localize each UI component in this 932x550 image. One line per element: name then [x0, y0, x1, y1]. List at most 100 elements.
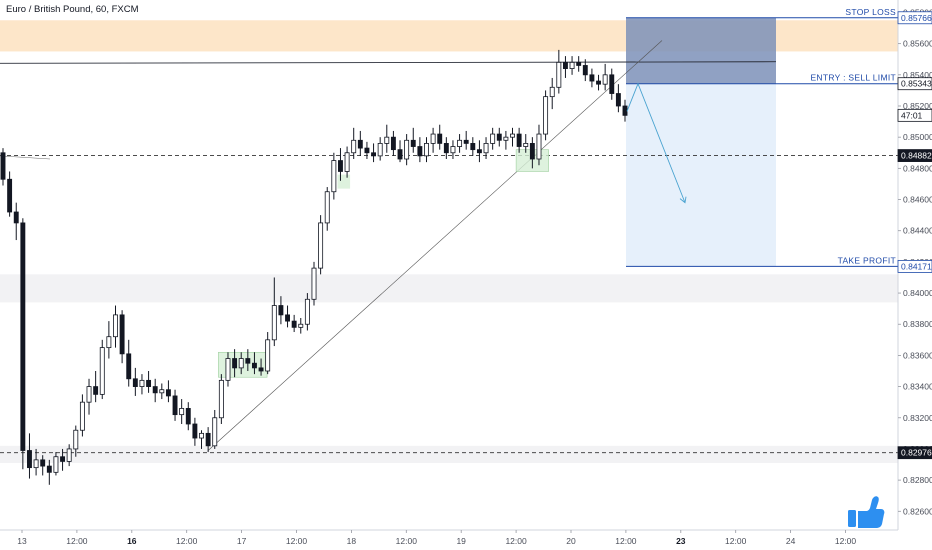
candle-bullish [318, 222, 324, 269]
time-axis[interactable]: 13 12:00 16 12:00 17 12:00 18 12:00 19 12:00 20 12:… [17, 530, 856, 546]
candle-bullish [218, 379, 224, 419]
candle-bearish [251, 362, 257, 369]
candle-bearish [232, 358, 238, 369]
price-tick-label: 0.83800 [903, 319, 932, 329]
time-tick-label: 16 [127, 536, 137, 546]
candle-bullish [53, 456, 59, 473]
candle-bearish [60, 456, 66, 462]
drawing-stub-line[interactable] [0, 155, 51, 160]
time-tick-label: 23 [676, 536, 686, 546]
candle-bullish [384, 136, 390, 144]
candle-bullish [139, 379, 145, 387]
candle-bearish [278, 305, 284, 316]
candle-bearish [516, 133, 522, 147]
take-profit-reward-box[interactable] [626, 83, 776, 267]
candle-bullish [351, 139, 357, 154]
candle-bullish [569, 61, 575, 69]
candle-bearish [437, 133, 443, 144]
candle-bullish [99, 347, 105, 395]
price-tick-label: 0.82800 [903, 475, 932, 485]
candle-bullish [311, 267, 317, 300]
price-tick-label: 0.84000 [903, 288, 932, 298]
candle-bearish [285, 314, 290, 322]
candle-bearish [615, 93, 621, 107]
time-tick-label: 12:00 [615, 536, 637, 546]
price-tag [897, 77, 932, 91]
candle-bullish [483, 143, 489, 154]
candle-bullish [536, 133, 542, 160]
price-tag-label: 0.85343 [901, 79, 932, 89]
candle-bullish [304, 298, 310, 325]
candle-bullish [199, 432, 204, 439]
projection-arrow-path[interactable] [626, 82, 686, 203]
candle-bearish [119, 314, 125, 355]
time-tick-label: 12:00 [66, 536, 88, 546]
candle-bullish [298, 323, 304, 328]
candle-bearish [390, 136, 396, 151]
candle-bullish [225, 358, 231, 381]
price-tag-label: 47:01 [901, 110, 923, 120]
time-tick-label: 12:00 [396, 536, 418, 546]
price-tick-label: 0.85200 [903, 101, 932, 111]
price-tag [897, 149, 932, 162]
candle-bullish [271, 305, 277, 341]
candle-bearish [172, 395, 178, 416]
candle-bearish [397, 149, 403, 160]
candle-bearish [27, 450, 32, 469]
price-tick-label: 0.85400 [903, 70, 932, 80]
price-tag-label: 0.84171 [901, 261, 932, 271]
candle-bearish [463, 139, 469, 144]
candle-bullish [79, 401, 85, 431]
candle-bullish [543, 96, 549, 135]
candle-bearish [596, 80, 601, 85]
candle-bearish [126, 353, 132, 380]
candle-bullish [344, 152, 350, 172]
price-tick-label: 0.83200 [903, 413, 932, 423]
take-profit-label: TAKE PROFIT [838, 255, 896, 265]
candle-bearish [291, 320, 297, 328]
demand-box[interactable] [337, 174, 351, 189]
candle-bullish [424, 143, 429, 157]
thumbs-up-icon[interactable] [848, 496, 885, 528]
candle-bullish [73, 429, 79, 450]
stop-loss-label: STOP LOSS [845, 7, 896, 17]
time-tick-label: 20 [566, 536, 576, 546]
candle-bullish [457, 139, 463, 147]
candle-bullish [430, 133, 436, 144]
candle-bearish [476, 149, 482, 154]
price-tag-label: 0.84882 [901, 151, 932, 161]
candle-bullish [556, 61, 562, 88]
price-tick-label: 0.83400 [903, 382, 932, 392]
projection-arrowhead [679, 196, 687, 204]
candle-bullish [106, 336, 112, 349]
candle-bearish [165, 389, 171, 397]
candle-bullish [113, 314, 118, 338]
candle-bearish [93, 386, 99, 395]
candle-bullish [510, 133, 515, 138]
candle-bearish [40, 459, 46, 467]
candle-bearish [410, 139, 416, 147]
candle-bearish [192, 423, 198, 439]
stop-loss-risk-box[interactable] [626, 17, 776, 84]
candle-bearish [589, 74, 595, 82]
range-zone-upper [0, 274, 898, 303]
candle-bullish [549, 86, 555, 98]
candle-bearish [0, 152, 6, 180]
price-tag [897, 11, 932, 25]
candle-bullish [450, 146, 456, 154]
price-tick-label: 0.85000 [903, 132, 932, 142]
ascending-trendline[interactable] [207, 40, 663, 451]
price-tags: 0.85766 0.85343 47:01 0.84882 0.84171 0.82976 [897, 11, 932, 460]
candle-bullish [503, 136, 509, 141]
candle-bearish [496, 133, 502, 141]
resistance-trendline[interactable] [0, 61, 777, 64]
candle-bullish [66, 448, 72, 462]
price-tag-label: 0.85766 [901, 13, 932, 23]
candle-bearish [7, 178, 13, 213]
entry-label: ENTRY : SELL LIMIT [810, 73, 896, 83]
candle-bearish [146, 379, 152, 387]
candle-bearish [185, 408, 191, 425]
candle-bearish [338, 160, 343, 172]
candle-bearish [622, 105, 628, 116]
